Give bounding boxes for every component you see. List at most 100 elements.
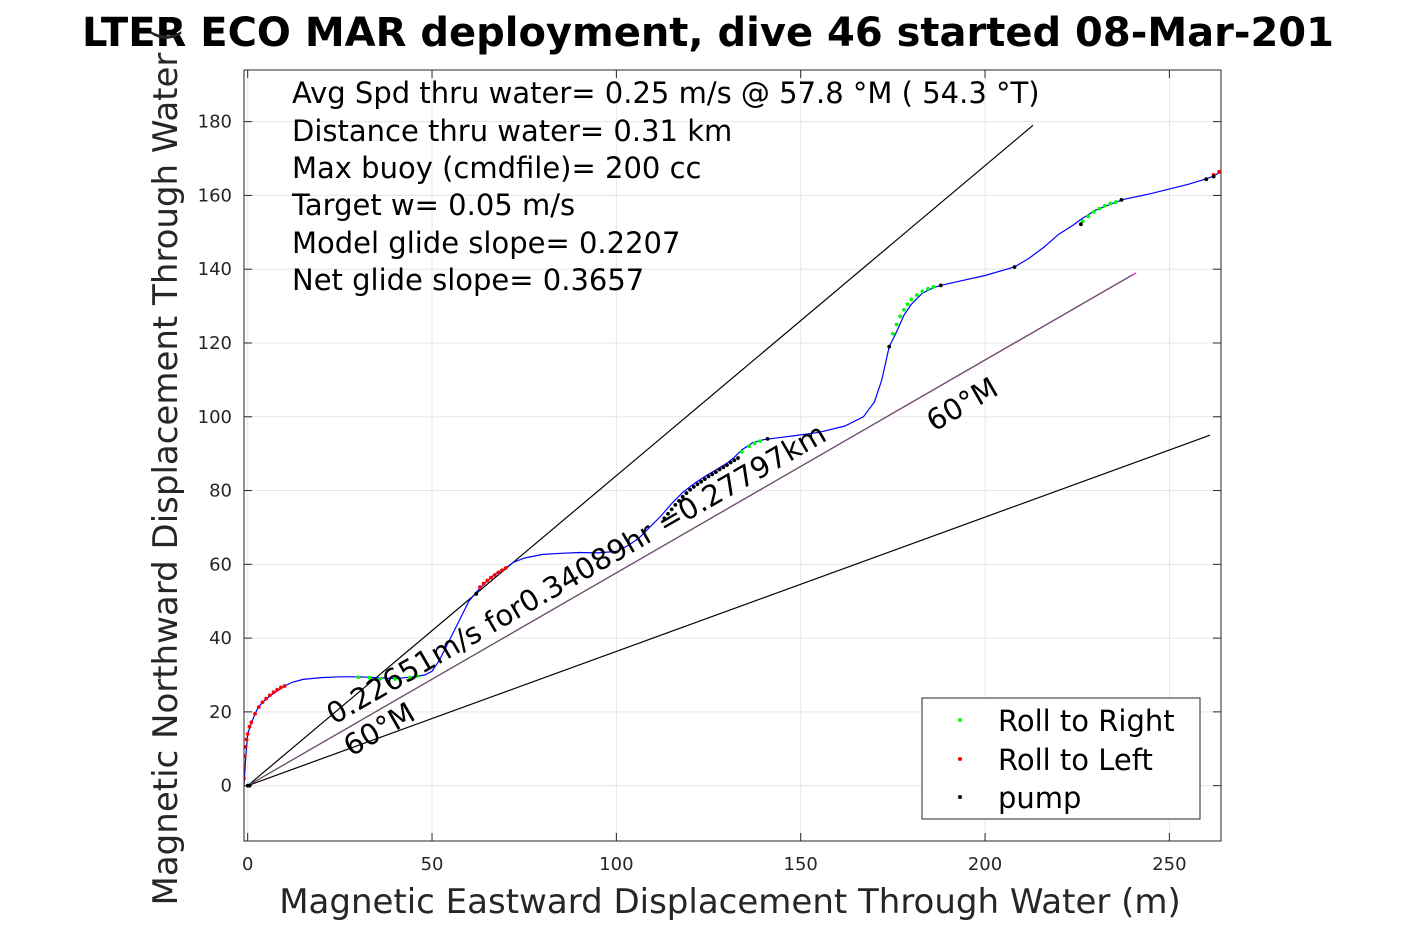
legend-label-roll-left: Roll to Left [998, 743, 1153, 777]
point-roll-right [909, 297, 914, 302]
annotation-net-glide: Net glide slope= 0.3657 [292, 263, 644, 297]
point-pump [706, 474, 711, 479]
point-pump [887, 344, 892, 349]
point-pump [247, 783, 252, 788]
point-roll-left [245, 732, 250, 736]
point-roll-right [1102, 203, 1107, 208]
y-tick-label: 40 [209, 628, 232, 649]
annotation-model-glide: Model glide slope= 0.2207 [292, 226, 680, 260]
y-tick-label: 180 [198, 112, 232, 133]
point-pump [695, 482, 700, 487]
legend: Roll to Right Roll to Left pump [921, 697, 1201, 820]
point-roll-right [890, 331, 895, 336]
point-roll-right [415, 674, 420, 679]
point-roll-left [244, 745, 248, 749]
point-roll-right [747, 444, 751, 449]
y-tick-label: 60 [209, 554, 232, 575]
point-pump [662, 516, 667, 521]
point-roll-left [256, 705, 261, 709]
point-pump [688, 487, 693, 492]
point-roll-right [378, 676, 383, 681]
legend-marker-roll-right [958, 718, 962, 722]
annotation-target-w: Target w= 0.05 m/s [291, 188, 575, 222]
point-pump [680, 494, 685, 499]
reference-lines [247, 124, 1211, 787]
point-pump [736, 456, 740, 460]
point-pump [717, 467, 722, 472]
point-roll-right [926, 286, 930, 291]
point-roll-left [260, 700, 265, 705]
legend-label-pump: pump [998, 781, 1081, 815]
point-pump [673, 503, 678, 507]
point-pump [1079, 222, 1083, 227]
data-points [244, 169, 1221, 788]
annotation-block: Avg Spd thru water= 0.25 m/s @ 57.8 °M (… [291, 76, 1040, 297]
y-tick-label: 140 [198, 259, 232, 280]
point-roll-left [264, 696, 269, 701]
point-roll-right [758, 439, 763, 444]
y-tick-label: 0 [221, 776, 232, 797]
legend-marker-roll-left [958, 757, 962, 761]
point-roll-left [492, 573, 497, 577]
plot-border [243, 69, 1222, 842]
x-tick-label: 150 [784, 854, 818, 875]
point-pump [699, 479, 704, 484]
point-pump [1119, 197, 1124, 202]
point-roll-left [282, 684, 287, 688]
point-roll-left [275, 687, 280, 692]
point-roll-left [253, 711, 257, 716]
point-pump [1012, 265, 1017, 269]
point-roll-right [739, 449, 744, 454]
reference-line [247, 434, 1211, 787]
point-pump [474, 591, 479, 596]
point-roll-right [356, 675, 361, 680]
point-roll-right [408, 675, 412, 680]
point-roll-left [500, 568, 504, 573]
point-roll-right [1114, 200, 1118, 204]
point-pump [702, 477, 707, 482]
x-tick-label: 200 [968, 854, 1002, 875]
legend-label-roll-right: Roll to Right [998, 704, 1175, 738]
reference-line [247, 124, 1034, 787]
axis-ticks [244, 70, 1221, 841]
point-pump [725, 463, 729, 467]
x-tick-label: 100 [599, 854, 633, 875]
legend-box [921, 697, 1201, 820]
point-roll-left [271, 690, 276, 695]
point-roll-left [247, 724, 252, 729]
point-roll-right [931, 285, 936, 289]
annotation-distance: Distance thru water= 0.31 km [292, 114, 732, 148]
x-tick-label: 250 [1152, 854, 1186, 875]
point-roll-right [1080, 219, 1085, 224]
plot-area [244, 124, 1221, 788]
point-roll-right [1108, 201, 1113, 206]
point-pump [691, 484, 696, 489]
point-roll-right [367, 675, 372, 680]
point-pump [714, 470, 718, 475]
annotation-max-buoy: Max buoy (cmdfile)= 200 cc [292, 151, 701, 185]
point-pump [669, 507, 674, 512]
point-roll-right [1086, 214, 1091, 219]
point-pump [721, 465, 726, 470]
point-pump [728, 460, 733, 465]
point-roll-right [752, 441, 757, 446]
point-roll-left [503, 566, 508, 570]
point-roll-left [481, 581, 486, 586]
point-roll-left [278, 685, 283, 690]
legend-marker-pump [958, 795, 962, 799]
point-roll-right [898, 314, 903, 319]
point-roll-right [920, 289, 925, 294]
x-tick-labels: 0 50 100 150 200 250 [242, 854, 1187, 875]
point-pump [732, 458, 737, 463]
point-roll-left [249, 720, 254, 725]
y-tick-labels: 0 20 40 60 80 100 120 140 160 180 [198, 112, 232, 797]
point-roll-left [244, 754, 247, 759]
point-roll-left [489, 575, 493, 580]
point-roll-right [914, 293, 919, 297]
point-pump [1211, 174, 1216, 179]
x-tick-label: 50 [421, 854, 444, 875]
point-pump [684, 491, 689, 496]
point-roll-left [496, 570, 501, 575]
point-roll-right [1097, 206, 1102, 211]
point-roll-left [1217, 169, 1221, 174]
